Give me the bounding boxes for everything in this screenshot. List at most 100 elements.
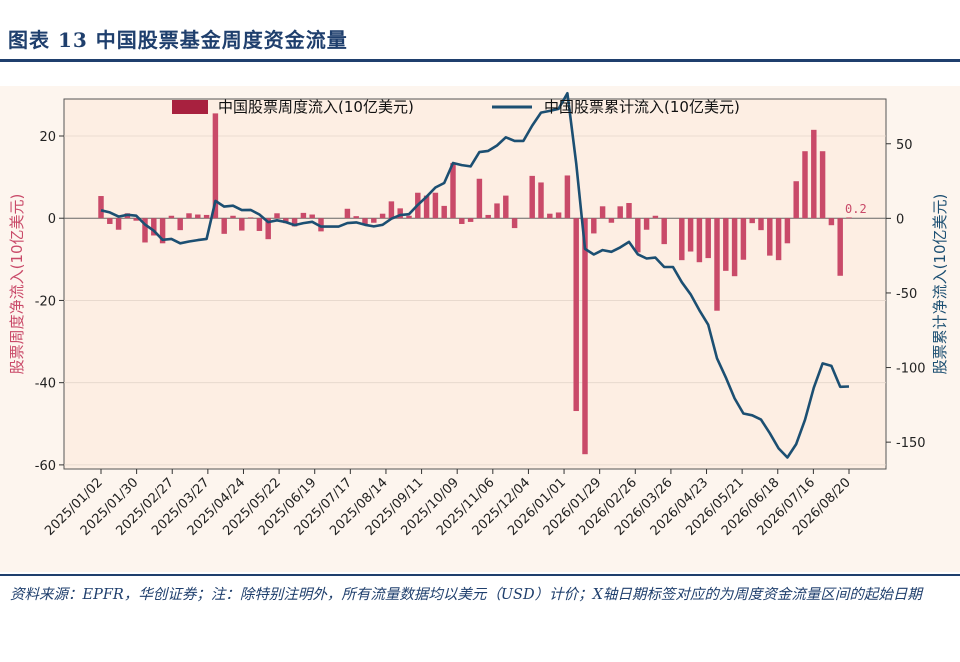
weekly-inflow-bar [291,218,298,227]
right-tick-label: -50 [896,287,917,302]
weekly-inflow-bar [318,218,324,232]
weekly-inflow-bar [661,218,667,245]
right-tick-label: -150 [896,436,926,451]
weekly-inflow-bar [133,218,139,221]
bar-series [98,113,852,455]
weekly-inflow-bar [687,218,694,252]
y-axis-right-label: 股票累计净流入(10亿美元) [931,194,949,375]
weekly-inflow-bar [186,213,192,219]
right-tick-label: -100 [896,362,926,377]
weekly-inflow-bar [309,214,315,219]
weekly-inflow-bar [494,203,500,219]
weekly-inflow-bar [362,218,368,225]
weekly-inflow-bar [837,218,843,276]
cumulative-line [100,92,850,459]
weekly-inflow-bar [714,218,720,311]
legend-bar-swatch [172,100,208,114]
weekly-inflow-bar [617,206,623,219]
weekly-inflow-bar [511,218,518,229]
legend: 中国股票周度流入(10亿美元) 中国股票累计流入(10亿美元) [172,98,740,116]
weekly-inflow-bar [626,203,632,219]
weekly-inflow-bar [643,218,650,230]
weekly-inflow-bar [371,218,377,223]
weekly-inflow-bar [441,205,447,219]
weekly-inflow-bar [239,218,245,231]
weekly-inflow-bar [379,213,386,219]
weekly-inflow-bar [767,218,773,256]
weekly-inflow-bar [459,218,465,224]
weekly-inflow-bar [177,218,183,231]
weekly-inflow-bar [423,195,430,219]
left-tick-label: 20 [39,130,56,145]
gridlines [64,135,886,466]
weekly-inflow-bar [142,218,148,243]
weekly-inflow-bar [819,151,826,219]
weekly-inflow-bar [652,215,659,219]
weekly-inflow-bar [740,218,747,260]
weekly-inflow-bar [274,213,280,219]
weekly-inflow-bar [784,218,791,244]
weekly-inflow-bar [696,218,703,263]
left-tick-label: 0 [48,212,56,227]
weekly-inflow-bar [529,175,535,219]
weekly-inflow-bar [353,216,359,219]
legend-bar-label: 中国股票周度流入(10亿美元) [218,98,414,116]
weekly-inflow-bar [485,214,491,219]
weekly-inflow-bar [555,212,562,219]
left-axis: 20 0 -20 -40 -60 [35,130,64,474]
weekly-inflow-bar [635,218,641,253]
weekly-inflow-bar [168,215,175,219]
right-axis: 50 0 -50 -100 -150 [886,138,926,451]
weekly-inflow-bar [608,218,615,223]
weekly-inflow-bar [811,129,817,219]
weekly-inflow-bar [476,178,483,219]
weekly-inflow-bar [221,218,227,234]
footer-rule [0,574,960,576]
weekly-inflow-bar [775,218,782,261]
weekly-inflow-bar [582,218,588,455]
weekly-inflow-bar [802,151,808,219]
weekly-inflow-bar [256,218,263,231]
weekly-inflow-bar [599,206,606,219]
weekly-inflow-bar [591,218,597,234]
left-tick-label: -40 [35,377,56,392]
weekly-inflow-bar [705,218,711,259]
weekly-inflow-bar [98,196,104,219]
weekly-inflow-bar [107,218,113,224]
weekly-inflow-bar [300,212,307,219]
weekly-inflow-bar [283,218,289,224]
figure-title: 图表 13 中国股票基金周度资金流量 [8,28,348,52]
weekly-inflow-bar [450,163,456,219]
weekly-inflow-bar [406,215,412,219]
weekly-inflow-bar [265,218,271,240]
source-note: 资料来源：EPFR，华创证券；注：除特别注明外，所有流量数据均以美元（USD）计… [10,587,922,603]
weekly-inflow-bar [828,218,835,226]
weekly-inflow-bar [151,218,157,236]
weekly-inflow-bar [573,218,579,412]
weekly-inflow-bar [679,218,685,261]
weekly-inflow-bar [212,113,219,219]
weekly-inflow-bar [564,175,571,219]
weekly-inflow-bar [230,215,236,219]
left-tick-label: -20 [35,294,56,309]
left-tick-label: -60 [35,459,56,474]
plot-area [63,98,887,470]
weekly-inflow-bar [388,201,395,219]
weekly-inflow-bar [195,214,201,219]
weekly-inflow-bar [723,218,729,271]
weekly-inflow-bar [749,218,755,224]
weekly-inflow-bar [397,208,403,219]
last-value-label: 0.2 [845,202,867,216]
weekly-inflow-bar [467,218,474,222]
title-rule [0,59,960,62]
weekly-inflow-bar [846,217,852,219]
weekly-inflow-bar [503,195,509,219]
weekly-inflow-bar [432,192,439,219]
weekly-inflow-bar [758,218,764,231]
weekly-inflow-bar [115,218,122,230]
right-tick-label: 0 [896,212,904,227]
legend-line-label: 中国股票累计流入(10亿美元) [544,98,740,116]
weekly-inflow-bar [247,217,254,219]
weekly-inflow-bar [731,218,738,277]
weekly-inflow-bar [203,214,210,219]
